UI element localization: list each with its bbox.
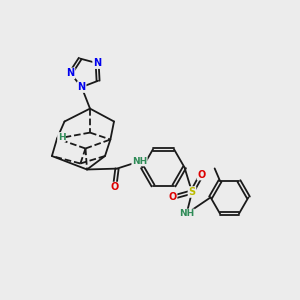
Text: S: S xyxy=(188,187,196,197)
Text: N: N xyxy=(67,68,75,78)
Text: NH: NH xyxy=(132,157,147,166)
Text: H: H xyxy=(58,133,65,142)
Text: NH: NH xyxy=(179,209,194,218)
Text: O: O xyxy=(197,169,206,180)
Text: N: N xyxy=(93,58,101,68)
Text: O: O xyxy=(110,182,119,193)
Text: N: N xyxy=(78,82,86,92)
Text: O: O xyxy=(168,192,177,203)
